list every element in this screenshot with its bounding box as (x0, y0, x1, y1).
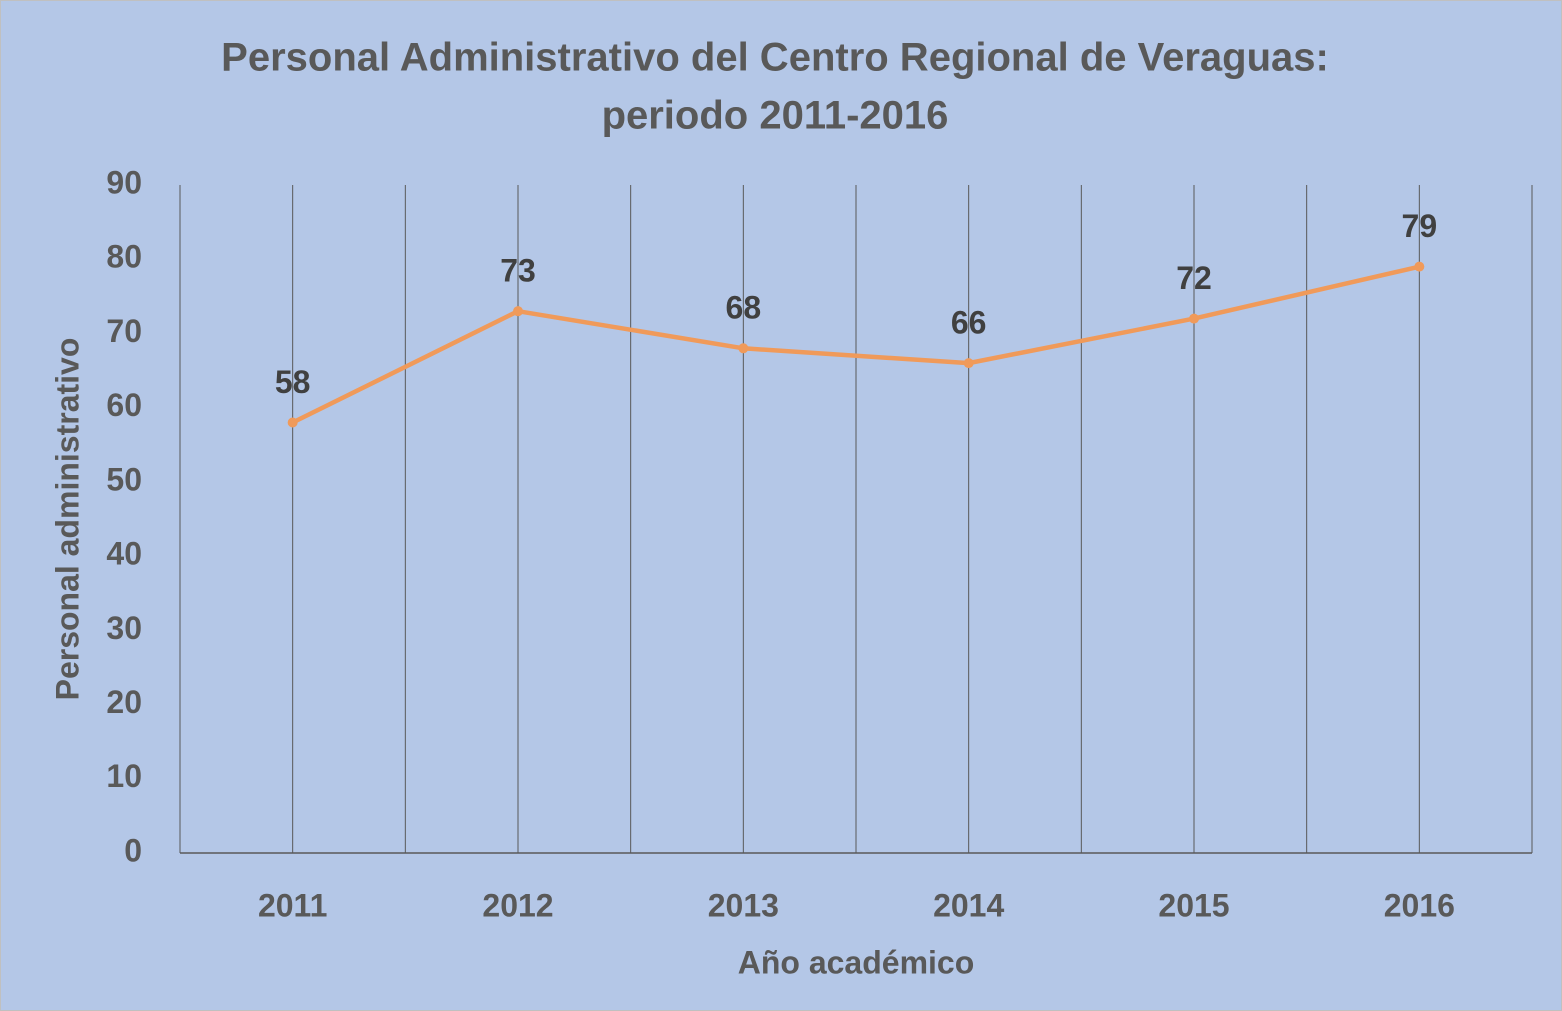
data-label: 72 (1176, 260, 1212, 296)
data-point (963, 358, 974, 369)
data-label: 66 (951, 305, 987, 341)
y-tick-label: 30 (106, 610, 142, 646)
data-point (287, 417, 298, 428)
y-tick-label: 0 (124, 832, 142, 868)
x-tick-label: 2013 (708, 887, 779, 923)
x-tick-label: 2015 (1158, 887, 1229, 923)
data-point (738, 343, 749, 354)
x-tick-label: 2012 (482, 887, 553, 923)
y-tick-label: 90 (106, 164, 142, 200)
data-label: 68 (726, 290, 762, 326)
y-tick-label: 50 (106, 461, 142, 497)
y-axis-label: Personal administrativo (49, 338, 85, 701)
data-label: 79 (1402, 208, 1438, 244)
data-line (291, 264, 1420, 425)
x-axis-label: Año académico (738, 944, 975, 980)
chart-title: periodo 2011-2016 (602, 94, 949, 138)
x-tick-label: 2011 (258, 887, 327, 923)
data-point (1189, 313, 1199, 324)
y-tick-label: 60 (106, 387, 142, 423)
data-label: 58 (275, 364, 311, 400)
y-tick-label: 80 (106, 239, 142, 275)
x-tick-label: 2016 (1384, 887, 1455, 923)
chart-title: Personal Administrativo del Centro Regio… (221, 36, 1329, 80)
y-tick-label: 20 (106, 684, 142, 720)
y-tick-label: 10 (106, 758, 142, 794)
data-label: 73 (500, 253, 536, 289)
data-point (1414, 261, 1425, 272)
y-tick-label: 70 (106, 313, 142, 349)
data-point (513, 306, 523, 317)
x-tick-label: 2014 (933, 887, 1004, 923)
y-tick-label: 40 (106, 536, 142, 572)
